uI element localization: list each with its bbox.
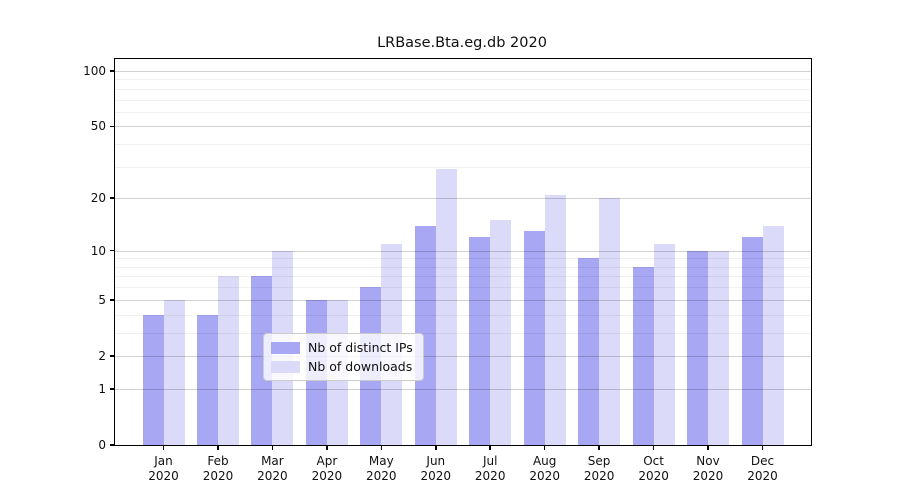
y-tick-label: 0 [98, 438, 106, 452]
bar-downloads-feb [218, 276, 239, 445]
bar-distinct-ips-aug [523, 231, 545, 445]
x-tick-label: Sep 2020 [583, 454, 615, 483]
x-tick-mark [326, 445, 328, 450]
legend-swatch-distinct-ips-icon [271, 341, 300, 354]
bar-downloads-jun [435, 169, 457, 445]
y-tick-mark [110, 70, 115, 72]
x-tick-label: Jan 2020 [148, 454, 179, 483]
bar-downloads-oct [653, 243, 675, 445]
legend-swatch-downloads-icon [271, 360, 300, 373]
x-tick-label: Dec 2020 [747, 454, 778, 483]
y-gridline-minor [115, 258, 811, 260]
y-tick-label: 100 [83, 63, 106, 78]
y-gridline-major [115, 356, 811, 357]
y-gridline-minor [115, 144, 811, 145]
bar-downloads-dec [762, 225, 784, 445]
bar-distinct-ips-dec [741, 237, 763, 445]
y-tick-mark [110, 388, 115, 390]
y-tick-label: 5 [98, 292, 106, 307]
x-tick-mark [435, 445, 437, 450]
x-tick-label: Jul 2020 [474, 454, 506, 483]
y-gridline-minor [115, 79, 811, 81]
chart-title: LRBase.Bta.eg.db 2020 [377, 35, 547, 51]
x-tick-mark [598, 445, 600, 450]
y-gridline-minor [115, 99, 811, 101]
bar-distinct-ips-jun [414, 225, 436, 445]
bar-distinct-ips-feb [197, 314, 218, 445]
y-gridline-major [115, 299, 811, 301]
x-tick-mark [652, 445, 655, 450]
bar-distinct-ips-oct [632, 266, 654, 445]
y-gridline-minor [115, 166, 811, 168]
legend-item-distinct-ips: Nb of distinct IPs [271, 340, 413, 355]
y-tick-mark [110, 197, 115, 199]
x-tick-mark [543, 445, 546, 450]
y-gridline-minor [115, 276, 811, 278]
y-tick-label: 2 [98, 349, 106, 363]
y-gridline-major [115, 250, 811, 252]
y-gridline-minor [115, 287, 811, 289]
x-tick-label: Apr 2020 [311, 454, 343, 483]
x-tick-label: Jun 2020 [420, 454, 452, 483]
y-gridline-major [115, 198, 811, 200]
x-tick-mark [217, 445, 219, 450]
y-tick-label: 20 [90, 191, 106, 206]
y-gridline-minor [115, 88, 811, 90]
bar-downloads-sep [599, 198, 621, 445]
bar-distinct-ips-mar [251, 276, 273, 445]
x-tick-label: May 2020 [366, 454, 397, 483]
bar-distinct-ips-jan [142, 314, 164, 445]
x-tick-label: Feb 2020 [202, 454, 234, 483]
y-tick-label: 50 [90, 119, 106, 134]
bar-distinct-ips-jul [469, 237, 491, 445]
y-tick-mark [110, 355, 115, 357]
bar-downloads-jul [490, 220, 512, 445]
legend: Nb of distinct IPs Nb of downloads [263, 333, 424, 381]
y-gridline-minor [115, 314, 811, 316]
x-tick-mark [707, 445, 709, 450]
y-gridline-minor [115, 266, 811, 268]
bar-downloads-aug [544, 194, 566, 445]
plot-area: Jan 2020 Feb 2020 Mar 2020 Apr 2020 May 2020… [83, 58, 812, 483]
y-gridline-major [115, 126, 811, 128]
x-tick-mark [380, 445, 383, 450]
x-tick-mark [271, 445, 274, 450]
y-tick-mark [110, 299, 115, 301]
bar-distinct-ips-sep [578, 258, 600, 445]
legend-item-downloads: Nb of downloads [271, 359, 413, 374]
bar-downloads-jan [163, 299, 185, 445]
y-tick-mark [110, 125, 115, 128]
legend-label-downloads: Nb of downloads [308, 359, 413, 374]
y-tick-label: 1 [98, 381, 106, 396]
y-tick-mark [110, 444, 115, 446]
x-tick-mark [489, 445, 491, 450]
y-gridline-minor [115, 332, 811, 334]
x-tick-mark [761, 445, 764, 450]
y-tick-mark [110, 249, 115, 252]
x-tick-label: Aug 2020 [529, 454, 560, 483]
x-tick-label: Oct 2020 [638, 454, 669, 483]
legend-label-distinct-ips: Nb of distinct IPs [308, 340, 413, 355]
x-tick-mark [162, 445, 165, 450]
y-gridline-major [115, 70, 811, 72]
bar-distinct-ips-nov [687, 250, 708, 445]
y-tick-label: 10 [90, 243, 106, 258]
bar-downloads-nov [708, 250, 729, 445]
x-tick-label: Mar 2020 [257, 454, 288, 483]
y-gridline-major [115, 388, 811, 390]
y-gridline-minor [115, 111, 811, 113]
x-tick-label: Nov 2020 [692, 454, 724, 483]
